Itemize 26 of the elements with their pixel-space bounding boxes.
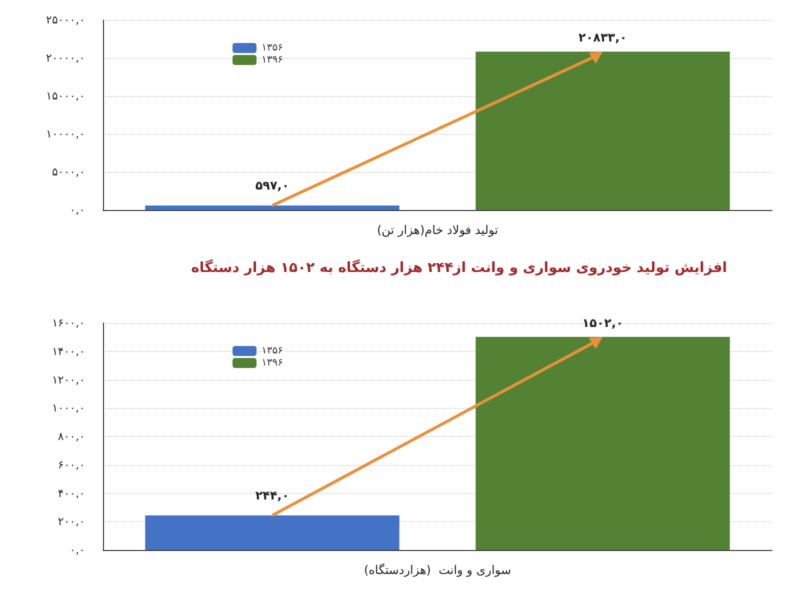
x-tick-label: تولید فولاد خام(هزار تن) xyxy=(376,223,498,237)
y-tick-label: ۱۰۰۰۰,۰ xyxy=(46,128,85,140)
data-label: ۵۹۷,۰ xyxy=(255,178,290,192)
y-tick-label: ۱۲۰۰,۰ xyxy=(52,373,85,386)
y-tick-label: ۴۰۰,۰ xyxy=(58,486,85,500)
chart-title: افزایش تولید خودروی سواری و وانت از۲۴۴ هزار دستگاه به ۱۵۰۲ هزار دستگاه xyxy=(191,259,728,276)
y-tick-label: ۰,۰ xyxy=(70,204,85,216)
y-tick-label: ۰,۰ xyxy=(70,544,85,556)
y-tick-label: ۱۵۰۰۰,۰ xyxy=(46,90,85,102)
y-tick-label: ۵۰۰۰,۰ xyxy=(52,166,85,178)
y-tick-label: ۶۰۰,۰ xyxy=(58,458,85,472)
y-tick-label: ۱۰۰۰,۰ xyxy=(52,402,85,415)
y-tick-label: ۱۶۰۰,۰ xyxy=(52,316,85,330)
legend-label: ۱۳۵۶ xyxy=(262,42,284,54)
y-tick-label: ۸۰۰,۰ xyxy=(58,430,85,443)
data-label: ۲۴۴,۰ xyxy=(255,488,290,502)
y-tick-label: ۲۵۰۰۰,۰ xyxy=(46,14,85,26)
legend-label: ۱۳۵۶ xyxy=(262,346,284,356)
legend-label: ۱۳۹۶ xyxy=(262,54,284,66)
legend-label: ۱۳۹۶ xyxy=(262,358,284,368)
y-tick-label: ۲۰۰۰۰,۰ xyxy=(46,52,85,64)
x-tick-label: سواری و وانت (هزاردستگاه) xyxy=(364,563,512,577)
y-tick-label: ۲۰۰,۰ xyxy=(58,515,85,528)
y-tick-label: ۱۴۰۰,۰ xyxy=(52,344,85,358)
data-label: ۱۵۰۲,۰ xyxy=(582,316,624,330)
data-label: ۲۰۸۳۳,۰ xyxy=(578,30,627,45)
